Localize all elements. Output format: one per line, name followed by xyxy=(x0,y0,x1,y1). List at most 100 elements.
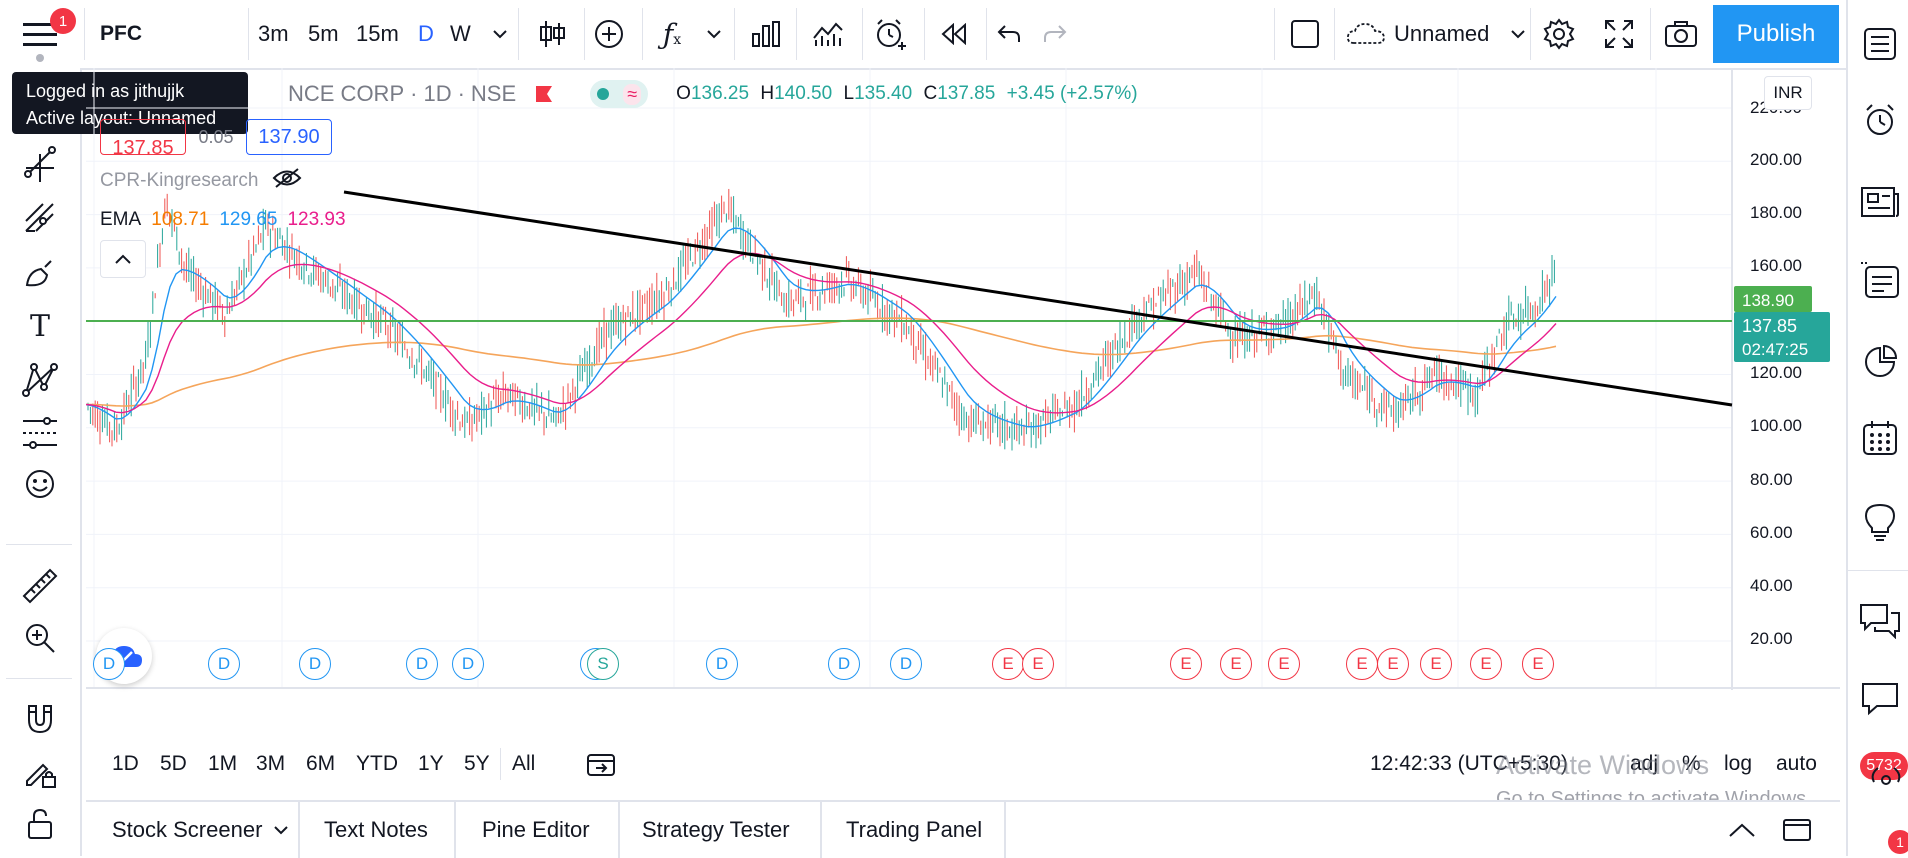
timeframe-dropdown-chevron[interactable] xyxy=(490,0,510,68)
snapshot-button[interactable] xyxy=(1662,0,1700,68)
expand-panel-button[interactable] xyxy=(1728,802,1756,858)
earnings-event-marker[interactable]: E xyxy=(1470,648,1502,680)
sell-price-button[interactable]: 137.85 xyxy=(100,119,186,155)
crosshair-tool[interactable] xyxy=(16,144,64,192)
tab-text-notes[interactable]: Text Notes xyxy=(324,817,428,842)
fullscreen-button[interactable] xyxy=(1600,0,1638,68)
timeframe-3m-button[interactable]: 3m xyxy=(258,21,289,46)
tab-pine-editor[interactable]: Pine Editor xyxy=(482,817,590,842)
settings-button[interactable] xyxy=(1540,0,1578,68)
replay-button[interactable] xyxy=(934,0,974,68)
percent-toggle[interactable]: % xyxy=(1682,752,1701,775)
range-1m-button[interactable]: 1M xyxy=(208,752,238,775)
timeframe-5m-button[interactable]: 5m xyxy=(308,21,339,46)
measure-tool[interactable] xyxy=(16,562,64,610)
earnings-event-marker[interactable]: E xyxy=(1220,648,1252,680)
earnings-event-marker[interactable]: E xyxy=(1420,648,1452,680)
alerts-button[interactable] xyxy=(1858,98,1902,142)
forecast-tool[interactable] xyxy=(16,408,64,456)
price-chart[interactable]: 220.00200.00180.00160.00140.00120.00100.… xyxy=(85,68,1840,723)
chat-count-badge: 1 xyxy=(1888,830,1908,854)
redo-button[interactable] xyxy=(1040,0,1070,68)
adjust-toggle[interactable]: adj xyxy=(1630,752,1659,775)
candles-icon xyxy=(540,21,565,47)
dividend-event-marker[interactable]: D xyxy=(706,648,738,680)
range-all-button[interactable]: All xyxy=(512,752,536,775)
earnings-event-marker[interactable]: E xyxy=(1170,648,1202,680)
earnings-event-marker[interactable]: E xyxy=(1377,648,1409,680)
earnings-event-marker[interactable]: E xyxy=(992,648,1024,680)
compare-button[interactable] xyxy=(588,0,630,68)
chart-pane[interactable]: 220.00200.00180.00160.00140.00120.00100.… xyxy=(85,68,1840,723)
goto-date-button[interactable] xyxy=(586,732,616,796)
text-tool[interactable]: T xyxy=(16,302,64,350)
lock-drawings-button[interactable] xyxy=(16,800,64,848)
buy-price-button[interactable]: 137.90 xyxy=(246,119,332,155)
range-3m-button[interactable]: 3M xyxy=(256,752,286,775)
collapse-legend-button[interactable] xyxy=(100,240,146,278)
hidden-eye-icon[interactable] xyxy=(272,167,302,195)
financials-button[interactable] xyxy=(746,0,786,68)
calendar-button[interactable] xyxy=(1858,416,1902,460)
earnings-event-marker[interactable]: E xyxy=(1268,648,1300,680)
undo-button[interactable] xyxy=(994,0,1024,68)
indicators-button[interactable]: ƒx xyxy=(652,0,692,68)
dividend-event-marker[interactable]: D xyxy=(452,648,484,680)
timeframe-w-button[interactable]: W xyxy=(450,21,471,46)
pattern-tool[interactable] xyxy=(16,356,64,404)
chevron-up-icon xyxy=(115,254,131,264)
layout-name-button[interactable]: Unnamed xyxy=(1346,0,1526,68)
brush-tool[interactable] xyxy=(16,250,64,298)
keep-drawing-button[interactable] xyxy=(16,748,64,796)
earnings-event-marker[interactable]: E xyxy=(1022,648,1054,680)
public-chats-button[interactable] xyxy=(1858,598,1902,642)
dividend-event-marker[interactable]: D xyxy=(890,648,922,680)
zoom-tool[interactable] xyxy=(16,614,64,662)
tab-stock-screener[interactable]: Stock Screener xyxy=(112,802,289,858)
select-layout-button[interactable] xyxy=(1288,0,1322,68)
fib-tool[interactable] xyxy=(16,194,64,242)
log-toggle[interactable]: log xyxy=(1724,752,1753,775)
timeframe-15m-button[interactable]: 15m xyxy=(356,21,399,46)
notifications-button[interactable] xyxy=(1868,764,1908,794)
dividend-event-marker[interactable]: D xyxy=(93,648,125,680)
tab-trading-panel[interactable]: Trading Panel xyxy=(846,817,983,842)
dividend-event-marker[interactable]: D xyxy=(828,648,860,680)
range-ytd-button[interactable]: YTD xyxy=(356,752,398,775)
tab-strategy-tester[interactable]: Strategy Tester xyxy=(642,817,790,842)
alert-button[interactable] xyxy=(870,0,912,68)
bottom-panel-tabs: Stock Screener Text Notes Pine Editor St… xyxy=(86,800,1840,858)
hotlists-button[interactable] xyxy=(1858,340,1902,384)
timeframe-d-button[interactable]: D xyxy=(418,21,434,46)
private-chats-button[interactable] xyxy=(1858,676,1902,720)
split-event-marker[interactable]: S xyxy=(587,648,619,680)
dividend-event-marker[interactable]: D xyxy=(208,648,240,680)
maximize-panel-button[interactable] xyxy=(1782,802,1812,858)
publish-button[interactable]: Publish xyxy=(1713,5,1839,63)
timezone-clock[interactable]: 12:42:33 (UTC+5:30) xyxy=(1370,752,1568,775)
currency-button[interactable]: INR xyxy=(1764,76,1812,110)
magnet-mode-button[interactable] xyxy=(16,694,64,742)
earnings-event-marker[interactable]: E xyxy=(1346,648,1378,680)
trend-line-tool[interactable] xyxy=(16,138,64,186)
range-5d-button[interactable]: 5D xyxy=(160,752,187,775)
news-button[interactable] xyxy=(1858,180,1902,224)
range-5y-button[interactable]: 5Y xyxy=(464,752,490,775)
auto-toggle[interactable]: auto xyxy=(1776,752,1817,775)
indicators-dropdown-chevron[interactable] xyxy=(704,0,724,68)
watchlist-button[interactable] xyxy=(1858,22,1902,66)
icon-tool[interactable] xyxy=(16,460,64,508)
symbol-search-button[interactable]: PFC xyxy=(100,22,142,45)
market-status-pill[interactable]: ≈ xyxy=(590,80,649,108)
dividend-event-marker[interactable]: D xyxy=(299,648,331,680)
templates-button[interactable] xyxy=(806,0,850,68)
range-1d-button[interactable]: 1D xyxy=(112,752,139,775)
dividend-event-marker[interactable]: D xyxy=(406,648,438,680)
earnings-event-marker[interactable]: E xyxy=(1522,648,1554,680)
chart-type-button[interactable] xyxy=(532,0,572,68)
range-6m-button[interactable]: 6M xyxy=(306,752,336,775)
range-1y-button[interactable]: 1Y xyxy=(418,752,444,775)
ideas-button[interactable] xyxy=(1858,500,1902,544)
data-window-button[interactable] xyxy=(1858,258,1902,302)
main-menu-button[interactable] xyxy=(18,0,62,68)
